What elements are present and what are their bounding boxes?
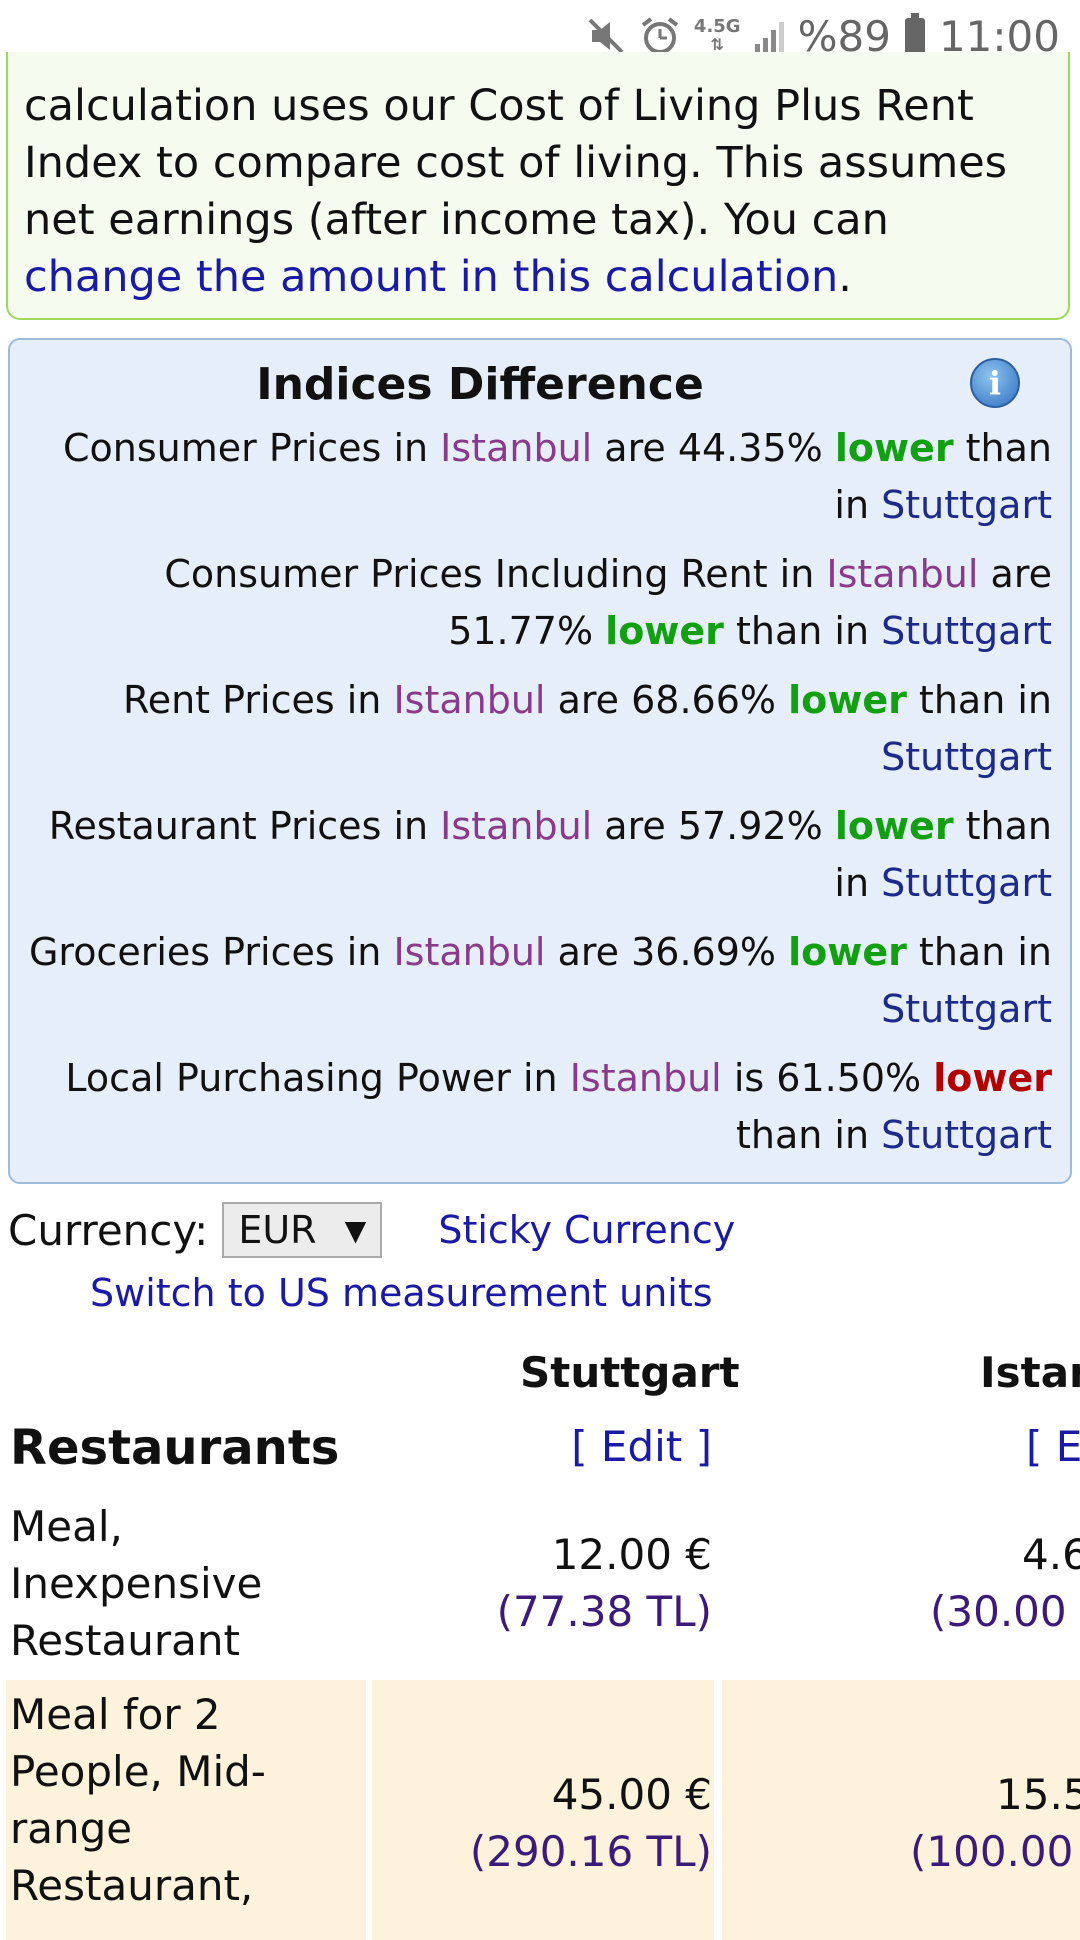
row-highlight-city-1 xyxy=(372,1680,714,1940)
price-city-2: 4.6 (30.00 xyxy=(930,1526,1080,1640)
city-link-stuttgart[interactable]: Stuttgart xyxy=(881,735,1052,779)
index-text: Rent Prices in xyxy=(123,678,394,722)
city-link-stuttgart[interactable]: Stuttgart xyxy=(881,861,1052,905)
index-value: are 36.69% xyxy=(545,930,789,974)
index-line: Consumer Prices Including Rent in Istanb… xyxy=(28,546,1052,660)
price-tl: (100.00 xyxy=(910,1827,1074,1876)
price-eur: 12.00 € xyxy=(551,1530,712,1579)
alarm-icon xyxy=(640,16,680,56)
mute-icon xyxy=(586,16,626,56)
index-text: Groceries Prices in xyxy=(28,930,394,974)
edit-city-2-link[interactable]: [ Ec xyxy=(1026,1422,1080,1471)
index-value: are 68.66% xyxy=(545,678,789,722)
chevron-down-icon: ▼ xyxy=(344,1213,367,1247)
city-link-stuttgart[interactable]: Stuttgart xyxy=(881,987,1052,1031)
price-city-1: 45.00 € (290.16 TL) xyxy=(420,1766,712,1880)
currency-select[interactable]: EUR ▼ xyxy=(222,1202,383,1258)
index-text: Restaurant Prices in xyxy=(48,804,441,848)
price-eur: 45.00 € xyxy=(551,1770,712,1819)
edit-city-1-link[interactable]: [ Edit ] xyxy=(571,1422,712,1471)
network-type-icon: 4.5G ⇅ xyxy=(693,16,741,54)
intro-text-end: . xyxy=(838,252,852,302)
index-value: are 51.77% xyxy=(448,552,1052,653)
city-link-istanbul[interactable]: Istanbul xyxy=(569,1056,722,1100)
column-header-city-1: Stuttgart xyxy=(520,1348,740,1397)
network-label: 4.5G xyxy=(693,16,741,37)
switch-units-link[interactable]: Switch to US measurement units xyxy=(90,1271,713,1315)
comparison-word: lower xyxy=(605,609,724,653)
item-name-meal-inexpensive: Meal, Inexpensive Restaurant xyxy=(10,1502,263,1665)
index-text: than in xyxy=(723,609,882,653)
index-line: Local Purchasing Power in Istanbul is 61… xyxy=(28,1050,1052,1164)
index-value: are 44.35% xyxy=(592,426,835,470)
battery-icon xyxy=(904,13,925,54)
indices-difference-box: Indices Difference i Consumer Prices in … xyxy=(8,338,1072,1184)
city-link-stuttgart[interactable]: Stuttgart xyxy=(881,483,1052,527)
sticky-currency-link[interactable]: Sticky Currency xyxy=(438,1208,736,1252)
currency-label: Currency: xyxy=(8,1205,209,1255)
price-tl: (30.00 xyxy=(930,1587,1067,1636)
currency-row: Currency: EUR ▼ Sticky Currency xyxy=(8,1198,735,1262)
city-link-istanbul[interactable]: Istanbul xyxy=(826,552,979,596)
city-link-istanbul[interactable]: Istanbul xyxy=(393,678,546,722)
index-text: than in xyxy=(906,930,1052,974)
price-tl: (290.16 TL) xyxy=(469,1827,712,1876)
index-line: Groceries Prices in Istanbul are 36.69% … xyxy=(28,924,1052,1038)
comparison-word: lower xyxy=(933,1056,1052,1100)
city-link-stuttgart[interactable]: Stuttgart xyxy=(881,1113,1052,1157)
index-line: Rent Prices in Istanbul are 68.66% lower… xyxy=(28,672,1052,786)
comparison-word: lower xyxy=(834,804,954,848)
city-link-istanbul[interactable]: Istanbul xyxy=(440,426,593,470)
intro-text: calculation uses our Cost of Living Plus… xyxy=(24,81,1008,245)
item-name-meal-for-2: Meal for 2 People, Mid-range Restaurant, xyxy=(10,1690,266,1910)
index-line: Restaurant Prices in Istanbul are 57.92%… xyxy=(28,798,1052,912)
row-highlight-name xyxy=(6,1680,366,1940)
index-text: than in xyxy=(834,804,1052,905)
index-text: Local Purchasing Power in xyxy=(65,1056,570,1100)
city-link-istanbul[interactable]: Istanbul xyxy=(393,930,546,974)
index-value: are 57.92% xyxy=(592,804,835,848)
index-value: is 61.50% xyxy=(721,1056,934,1100)
city-link-istanbul[interactable]: Istanbul xyxy=(440,804,593,848)
comparison-word: lower xyxy=(788,930,907,974)
currency-selected-value: EUR xyxy=(238,1208,317,1252)
index-text: Consumer Prices Including Rent in xyxy=(164,552,827,596)
index-text: Consumer Prices in xyxy=(63,426,441,470)
index-line: Consumer Prices in Istanbul are 44.35% l… xyxy=(28,420,1052,534)
comparison-word: lower xyxy=(834,426,954,470)
indices-title: Indices Difference xyxy=(256,359,704,410)
index-text: than in xyxy=(736,1113,882,1157)
price-tl: (77.38 TL) xyxy=(496,1587,712,1636)
index-text: than in xyxy=(834,426,1052,527)
price-eur: 15.5 xyxy=(996,1770,1080,1819)
indices-list: Consumer Prices in Istanbul are 44.35% l… xyxy=(28,420,1052,1164)
column-header-city-2: Istan xyxy=(980,1348,1080,1397)
price-city-1: 12.00 € (77.38 TL) xyxy=(420,1526,712,1640)
price-eur: 4.6 xyxy=(1022,1530,1080,1579)
comparison-word: lower xyxy=(788,678,907,722)
signal-icon xyxy=(754,20,784,52)
category-restaurants: Restaurants xyxy=(10,1420,340,1476)
city-link-stuttgart[interactable]: Stuttgart xyxy=(881,609,1052,653)
change-amount-link[interactable]: change the amount in this calculation xyxy=(24,252,839,302)
price-city-2: 15.5 (100.00 xyxy=(910,1766,1080,1880)
row-highlight-city-2 xyxy=(722,1680,1080,1940)
index-text: than in xyxy=(906,678,1052,722)
info-icon[interactable]: i xyxy=(970,358,1020,408)
calculation-info-box: calculation uses our Cost of Living Plus… xyxy=(6,52,1070,320)
